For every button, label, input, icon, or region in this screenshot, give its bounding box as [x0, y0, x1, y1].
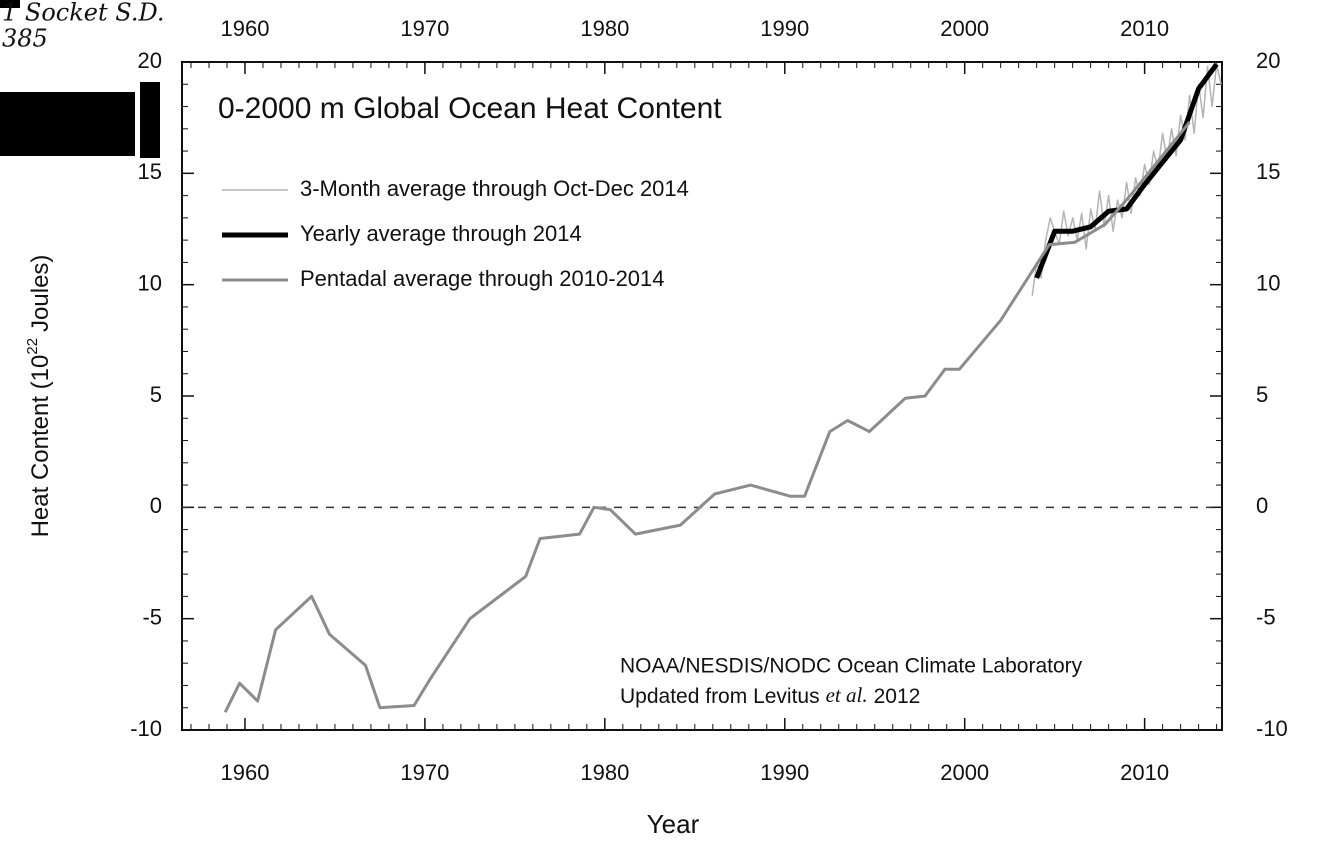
y-axis-label-part: Heat Content (10: [27, 355, 54, 538]
x-tick-label-top: 1980: [580, 16, 629, 41]
redaction: [0, 0, 20, 8]
x-tick-label: 1980: [580, 760, 629, 785]
plot-frame: [181, 61, 1223, 731]
y-tick-label: 10: [138, 270, 162, 295]
y-tick-label-right: -10: [1256, 716, 1288, 741]
x-tick-label-top: 2010: [1120, 16, 1169, 41]
x-tick-label-top: 1990: [760, 16, 809, 41]
x-tick-label: 1990: [760, 760, 809, 785]
annotation: NOAA/NESDIS/NODC Ocean Climate Laborator…: [620, 655, 1083, 678]
y-tick-label: 5: [150, 382, 162, 407]
y-axis-label-part: Joules): [27, 255, 54, 332]
redaction: [0, 92, 135, 156]
y-tick-label: 0: [150, 493, 162, 518]
annotation-italic: et al.: [826, 683, 868, 707]
legend-label: Yearly average through 2014: [300, 221, 582, 246]
y-tick-label-right: 20: [1256, 48, 1280, 73]
handwritten-note: 385: [2, 25, 48, 53]
legend-label: 3-Month average through Oct-Dec 2014: [300, 176, 689, 201]
handwritten-note: 1 Socket S.D.: [2, 0, 164, 27]
y-tick-label-right: 0: [1256, 493, 1268, 518]
y-tick-label-right: 10: [1256, 270, 1280, 295]
x-tick-label-top: 2000: [940, 16, 989, 41]
series-line: [1034, 62, 1219, 279]
series-line: [223, 121, 1191, 713]
x-tick-label-top: 1960: [220, 16, 269, 41]
y-tick-label: -10: [130, 716, 162, 741]
plot-lines: [223, 62, 1222, 713]
x-tick-label: 1970: [400, 760, 449, 785]
annotation-part: Updated from Levitus: [620, 685, 820, 708]
y-tick-label: 20: [138, 48, 162, 73]
annotation-part: 2012: [874, 685, 921, 708]
annotation: Updated from Levitus et al. 2012: [620, 683, 920, 708]
y-axis-label: Heat Content (1022 Joules): [24, 255, 54, 538]
y-tick-label: 15: [138, 159, 162, 184]
y-tick-label-right: 15: [1256, 159, 1280, 184]
y-axis-label-sup: 22: [24, 338, 41, 355]
x-tick-label-top: 1970: [400, 16, 449, 41]
y-tick-label-right: 5: [1256, 382, 1268, 407]
y-tick-label: -5: [142, 604, 162, 629]
legend-label: Pentadal average through 2010-2014: [300, 266, 665, 291]
series-line: [1031, 63, 1222, 296]
chart-title: 0-2000 m Global Ocean Heat Content: [218, 92, 722, 125]
x-axis-label: Year: [647, 809, 700, 839]
x-tick-label: 1960: [220, 760, 269, 785]
y-tick-label-right: -5: [1256, 604, 1276, 629]
x-tick-label: 2010: [1120, 760, 1169, 785]
redaction: [140, 82, 160, 158]
x-tick-label: 2000: [940, 760, 989, 785]
